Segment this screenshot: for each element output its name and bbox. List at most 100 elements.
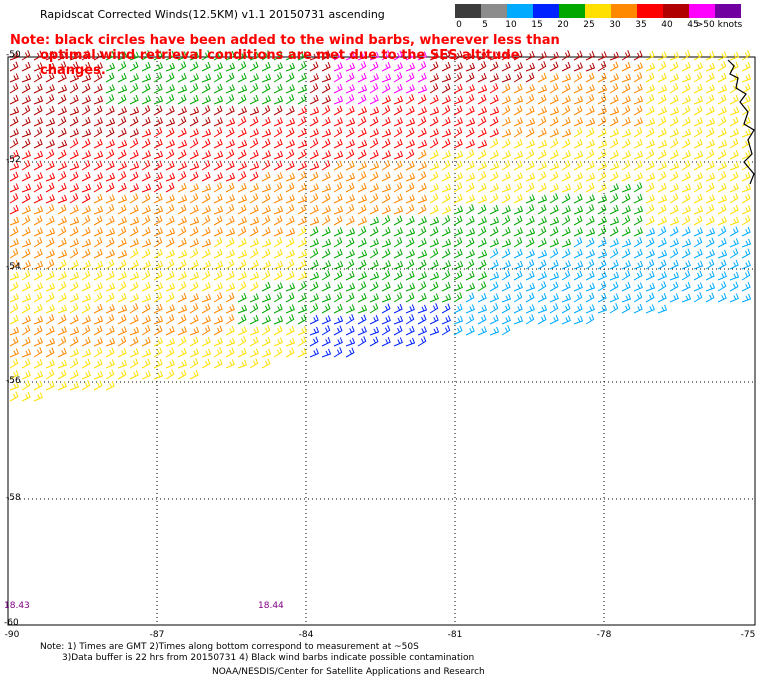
wind-barb (249, 51, 260, 61)
wind-barb (93, 370, 104, 380)
wind-barb (45, 127, 55, 138)
wind-barb (561, 260, 571, 270)
wind-barb (489, 128, 499, 138)
wind-barb (93, 215, 103, 226)
wind-barb (297, 171, 307, 182)
wind-barb (153, 50, 163, 61)
wind-barb (741, 73, 752, 83)
wind-barb (285, 194, 295, 204)
wind-barb (165, 227, 176, 237)
wind-barb (45, 359, 55, 369)
wind-barb (249, 293, 259, 303)
wind-barb (525, 270, 535, 281)
wind-barb (57, 182, 67, 193)
wind-barb (585, 149, 595, 160)
wind-barb (9, 381, 20, 391)
wind-barb (177, 336, 187, 347)
wind-barb (129, 193, 139, 204)
wind-barb (477, 237, 487, 248)
wind-barb (153, 260, 164, 270)
wind-barb (129, 128, 139, 138)
wind-barb (441, 171, 451, 182)
wind-barb (597, 194, 608, 204)
wind-barb (561, 160, 571, 171)
wind-barb (405, 337, 416, 347)
wind-barb (189, 259, 199, 270)
wind-barb (333, 127, 343, 138)
wind-barb (333, 150, 344, 160)
wind-barb (453, 160, 463, 171)
wind-barb (201, 270, 211, 281)
wind-barb (477, 171, 487, 182)
wind-barb (417, 326, 427, 336)
wind-barb (525, 227, 536, 237)
wind-barb (381, 215, 391, 226)
wind-barb (465, 259, 475, 270)
wind-barb (261, 293, 272, 303)
wind-barb (309, 73, 319, 83)
wind-barb (57, 259, 67, 270)
wind-barb (273, 62, 283, 72)
wind-barb (237, 94, 247, 105)
wind-barb (573, 205, 584, 215)
wind-barb (561, 270, 571, 281)
wind-barb (513, 50, 523, 61)
wind-barb (93, 160, 103, 171)
wind-barb (405, 270, 415, 281)
wind-barb (453, 138, 463, 149)
wind-barb (525, 249, 535, 259)
wind-barb (609, 281, 619, 292)
wind-barb (501, 128, 512, 138)
wind-barb (297, 161, 307, 171)
wind-barb (405, 237, 415, 248)
wind-barb (297, 72, 307, 83)
wind-barb (393, 270, 403, 281)
wind-barb (261, 260, 271, 270)
wind-barb (441, 325, 451, 336)
wind-barb (273, 215, 283, 226)
wind-barb (477, 326, 487, 336)
wind-barb (705, 204, 715, 215)
wind-barb (621, 293, 632, 303)
wind-barb (465, 149, 475, 160)
wind-barb (129, 171, 139, 182)
wind-barb (297, 304, 308, 314)
wind-barb (441, 293, 452, 303)
wind-barb (417, 127, 427, 138)
wind-barb (441, 270, 451, 281)
wind-barb (93, 325, 103, 336)
wind-barb (129, 358, 139, 369)
wind-barb (393, 83, 403, 94)
wind-barb (429, 226, 439, 237)
wind-barb (669, 204, 679, 215)
wind-barb (729, 293, 739, 303)
wind-barb (669, 238, 679, 248)
wind-barb (369, 238, 379, 248)
wind-barb (405, 117, 416, 127)
wind-barb (465, 72, 475, 83)
wind-barb (705, 117, 716, 127)
footnote-line-1: Note: 1) Times are GMT 2)Times along bot… (40, 642, 419, 652)
wind-barb (273, 127, 283, 138)
wind-barb (177, 216, 187, 226)
wind-barb (393, 182, 403, 193)
wind-barb (501, 116, 511, 127)
wind-barb (261, 128, 272, 138)
wind-barb (597, 171, 607, 182)
wind-barb (645, 149, 655, 160)
wind-barb (705, 94, 715, 105)
wind-barb (441, 281, 451, 292)
wind-barb (189, 248, 199, 259)
wind-barb (441, 116, 451, 127)
wind-barb (573, 117, 583, 127)
wind-barb (657, 249, 668, 259)
wind-barb (45, 84, 55, 94)
wind-barb (141, 83, 151, 94)
wind-barb (465, 105, 475, 116)
wind-barb (573, 193, 583, 204)
wind-barb (249, 314, 259, 325)
wind-barb (645, 215, 655, 226)
wind-barb (261, 348, 272, 358)
wind-barb (81, 325, 91, 336)
wind-barb (69, 204, 79, 215)
